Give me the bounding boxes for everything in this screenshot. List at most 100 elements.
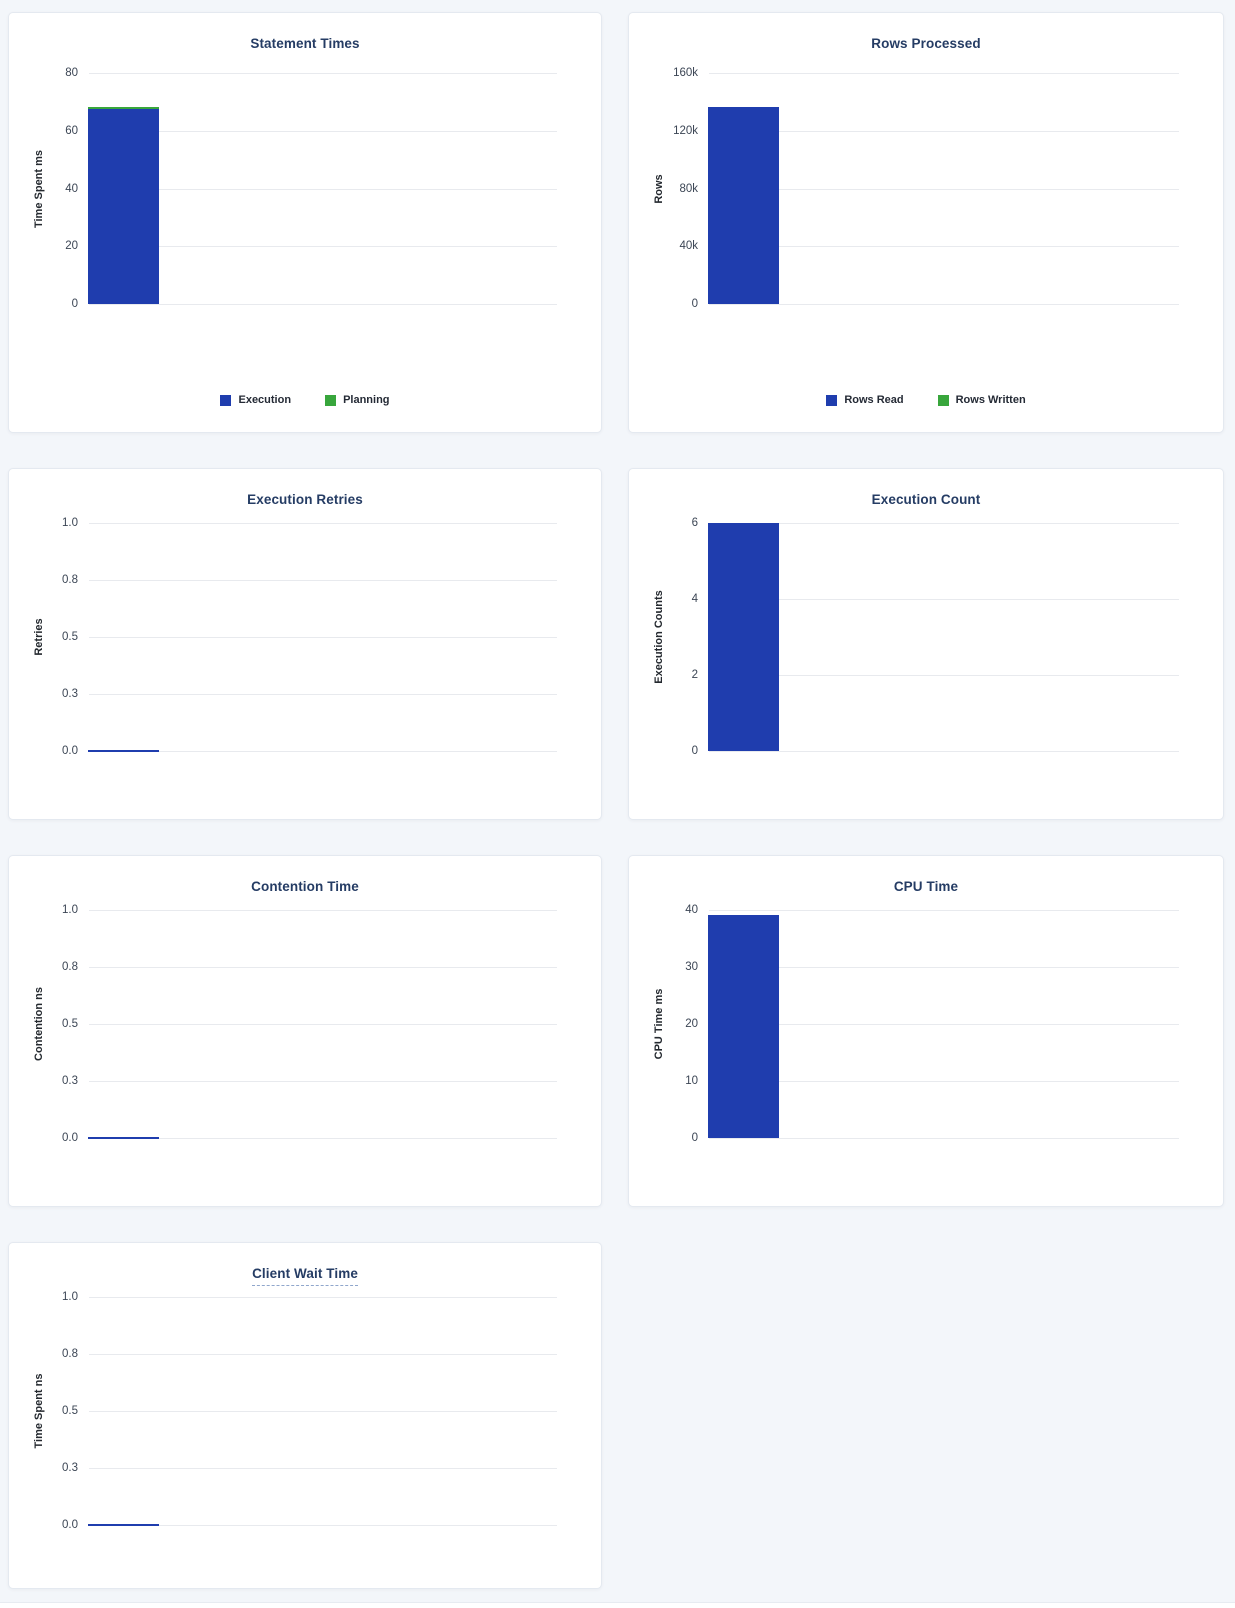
gridline [89, 694, 557, 695]
gridline [709, 1081, 1179, 1082]
gridline [89, 1024, 557, 1025]
y-tick-label: 0.8 [62, 574, 78, 586]
gridline [89, 910, 557, 911]
chart-title-row: Execution Count [629, 469, 1223, 507]
y-axis-label: CPU Time ms [653, 988, 665, 1060]
y-tick-label: 4 [691, 593, 698, 605]
bar-planning [88, 107, 159, 110]
y-tick-label: 80 [65, 67, 78, 79]
y-tick-label: 0.5 [62, 1018, 78, 1030]
gridline [709, 188, 1179, 190]
gridline [709, 1138, 1179, 1139]
y-tick-label: 0 [691, 745, 698, 757]
gridline [89, 188, 557, 190]
gridline [709, 130, 1179, 132]
bar-execution-count [708, 523, 779, 751]
chart-card-rows-processed: Rows Processed 160k 120k 80k 40k 0 Rows Rows Re… [628, 12, 1224, 433]
y-tick-label: 0.0 [62, 745, 78, 757]
y-axis-label: Contention ns [33, 987, 45, 1061]
y-tick-label: 0.8 [62, 961, 78, 973]
gridline [89, 751, 557, 752]
gridline [709, 910, 1179, 911]
y-tick-label: 40 [685, 904, 698, 916]
bar-execution [88, 109, 159, 304]
gridline [89, 1525, 557, 1526]
y-tick-label: 60 [65, 124, 78, 137]
gridline [89, 1354, 557, 1355]
chart-title-row: Execution Retries [9, 469, 601, 507]
chart-title-row: Rows Processed [629, 13, 1223, 51]
chart-title-statement-times: Statement Times [250, 36, 360, 51]
y-tick-label: 0.0 [62, 1132, 78, 1144]
y-tick-label: 40k [679, 240, 698, 253]
y-tick-label: 2 [691, 669, 698, 681]
y-axis-label: Rows [653, 173, 665, 204]
chart-title-row: Statement Times [9, 13, 601, 51]
y-tick-label: 0.5 [62, 1405, 78, 1417]
y-tick-label: 0.0 [62, 1519, 78, 1531]
gridline [89, 304, 557, 305]
bar-cpu-time [708, 915, 779, 1138]
chart-card-client-wait-time: Client Wait Time 1.0 0.8 0.5 0.3 0.0 Time Spen… [8, 1242, 602, 1589]
y-axis-label: Retries [33, 618, 45, 656]
y-axis-label: Time Spent ns [33, 1373, 45, 1449]
y-axis-label: Execution Counts [653, 590, 665, 684]
legend-swatch-icon [325, 394, 337, 406]
chart-title-execution-retries: Execution Retries [247, 492, 363, 507]
chart-card-statement-times: Statement Times 80 60 40 20 0 Time Spent ms Exe… [8, 12, 602, 433]
legend-swatch-icon [220, 394, 232, 406]
gridline [89, 580, 557, 581]
chart-title-row: Contention Time [9, 856, 601, 894]
gridline [709, 751, 1179, 752]
bar-rows-read [708, 106, 779, 304]
gridline [89, 73, 557, 74]
y-tick-label: 0.3 [62, 688, 78, 700]
gridline [89, 1138, 557, 1139]
legend-item-planning: Planning [325, 394, 390, 406]
gridline [709, 675, 1179, 676]
y-tick-label: 20 [65, 240, 78, 253]
y-tick-label: 40 [65, 182, 78, 195]
zero-value-line [88, 1524, 159, 1526]
y-tick-label: 0.8 [62, 1348, 78, 1360]
legend-swatch-icon [826, 394, 838, 406]
chart-title-execution-count: Execution Count [871, 492, 981, 507]
partial-card-top-edge [0, 1602, 1235, 1608]
y-tick-label: 20 [685, 1018, 698, 1030]
y-tick-label: 160k [673, 67, 698, 79]
chart-title-contention-time: Contention Time [251, 879, 359, 894]
gridline [709, 967, 1179, 968]
legend-item-rows-written: Rows Written [937, 394, 1026, 406]
y-tick-label: 1.0 [62, 1291, 78, 1303]
gridline [709, 246, 1179, 248]
gridline [89, 523, 557, 524]
gridline [709, 1024, 1179, 1025]
chart-title-cpu-time: CPU Time [893, 879, 959, 894]
chart-title-client-wait-time[interactable]: Client Wait Time [252, 1266, 358, 1286]
chart-card-execution-retries: Execution Retries 1.0 0.8 0.5 0.3 0.0 Retries [8, 468, 602, 820]
y-axis-label: Time Spent ms [33, 149, 45, 228]
y-tick-label: 0.3 [62, 1075, 78, 1087]
legend-label: Planning [343, 394, 390, 406]
gridline [89, 637, 557, 638]
gridline [89, 1411, 557, 1412]
chart-card-contention-time: Contention Time 1.0 0.8 0.5 0.3 0.0 Contention… [8, 855, 602, 1207]
zero-value-line [88, 1137, 159, 1139]
chart-title-row: Client Wait Time [9, 1243, 601, 1286]
y-tick-label: 1.0 [62, 904, 78, 916]
y-tick-label: 0 [71, 298, 78, 310]
y-tick-label: 0.3 [62, 1462, 78, 1474]
gridline [89, 967, 557, 968]
chart-title-row: CPU Time [629, 856, 1223, 894]
gridline [709, 523, 1179, 524]
y-tick-label: 0.5 [62, 631, 78, 643]
y-tick-label: 0 [691, 1132, 698, 1144]
chart-card-execution-count: Execution Count 6 4 2 0 Execution Counts [628, 468, 1224, 820]
legend-item-rows-read: Rows Read [826, 394, 904, 406]
gridline [89, 1297, 557, 1298]
chart-card-cpu-time: CPU Time 40 30 20 10 0 CPU Time ms [628, 855, 1224, 1207]
gridline [89, 246, 557, 248]
chart-legend: Execution Planning [9, 394, 601, 406]
legend-label: Rows Written [955, 394, 1026, 406]
y-tick-label: 0 [691, 298, 698, 310]
